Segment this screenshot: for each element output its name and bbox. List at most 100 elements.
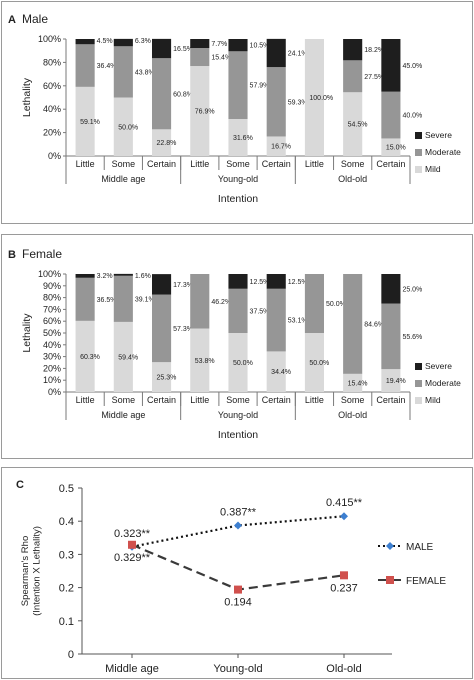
legend-swatch bbox=[415, 132, 422, 139]
bar-segment-mild bbox=[381, 138, 401, 156]
y-tick-label: 0% bbox=[48, 387, 61, 397]
bar-data-label: 84.6% bbox=[364, 321, 384, 328]
bar-data-label: 50.0% bbox=[118, 124, 138, 131]
bar-data-label: 34.4% bbox=[271, 369, 291, 376]
panel-b-frame bbox=[1, 234, 473, 459]
y-axis-title-line: Spearman's Rho bbox=[20, 536, 31, 606]
bar-segment-severe bbox=[343, 39, 363, 61]
bar-data-label: 16.7% bbox=[271, 144, 291, 151]
bar-segment-mild bbox=[190, 328, 210, 392]
bar-data-label: 55.6% bbox=[402, 334, 422, 341]
legend-swatch bbox=[415, 397, 422, 404]
group-label: Old-old bbox=[338, 174, 367, 184]
bar-data-label: 22.8% bbox=[157, 140, 177, 147]
bar-data-label: 15.0% bbox=[386, 145, 406, 152]
legend-label: Severe bbox=[425, 361, 452, 371]
y-axis-title: Spearman's Rho(Intention X Lethality) bbox=[20, 526, 42, 616]
legend-label: Mild bbox=[425, 395, 441, 405]
panel-c-letter: C bbox=[16, 479, 24, 491]
group-label: Young-old bbox=[218, 410, 258, 420]
y-tick-label: 0% bbox=[48, 151, 61, 161]
category-label: Little bbox=[190, 159, 209, 169]
bar-data-label: 19.4% bbox=[386, 378, 406, 385]
bar-segment-mild bbox=[113, 97, 133, 156]
y-axis-title: Lethality bbox=[21, 313, 33, 353]
bar-data-label: 31.6% bbox=[233, 135, 253, 142]
group-label: Young-old bbox=[218, 174, 258, 184]
bar-segment-severe bbox=[113, 273, 133, 276]
series-point-female bbox=[128, 540, 136, 549]
category-label: Some bbox=[341, 159, 365, 169]
bar-segment-mild bbox=[228, 333, 248, 392]
bar-data-label: 36.5% bbox=[97, 297, 117, 304]
panel-b-chart: 0% 10% 20%30% 40% 50% 60% 70%80% 90% 100% Lethali… bbox=[21, 269, 461, 441]
panel-c-chart: 0 0.1 0.2 0.3 0.4 0.5 Spearman's Rho(Intention… bbox=[20, 483, 446, 675]
series-point-male bbox=[340, 512, 348, 521]
x-tick-label: Middle age bbox=[105, 663, 159, 675]
y-tick-label: 20% bbox=[43, 128, 61, 138]
category-label: Certain bbox=[262, 395, 291, 405]
bar-segment-moderate bbox=[75, 277, 95, 321]
bar-data-label: 25.3% bbox=[157, 375, 177, 382]
category-label: Certain bbox=[147, 159, 176, 169]
bar-data-label: 37.5% bbox=[250, 308, 270, 315]
y-tick-label: 40% bbox=[43, 104, 61, 114]
bar-data-label: 100.0% bbox=[309, 95, 333, 102]
bar-segment-moderate bbox=[381, 91, 401, 139]
series-line-female bbox=[131, 543, 345, 591]
bar-data-label: 18.2% bbox=[364, 47, 384, 54]
bar-data-label: 12.5% bbox=[288, 279, 308, 286]
bar-data-label: 50.0% bbox=[233, 360, 253, 367]
category-label: Certain bbox=[147, 395, 176, 405]
legend-label: MALE bbox=[406, 542, 434, 553]
y-tick-label: 90% bbox=[43, 281, 61, 291]
legend-label: Severe bbox=[425, 130, 452, 140]
y-tick-label: 80% bbox=[43, 57, 61, 67]
y-axis-title: Lethality bbox=[21, 77, 33, 117]
group-label: Middle age bbox=[101, 174, 145, 184]
legend-marker bbox=[386, 542, 394, 550]
bar-segment-moderate bbox=[343, 274, 363, 374]
bar-segment-moderate bbox=[266, 288, 286, 352]
y-tick-label: 0.5 bbox=[59, 483, 74, 495]
x-tick-label: Old-old bbox=[326, 663, 361, 675]
bar-data-label: 46.2% bbox=[211, 299, 231, 306]
bar-data-label: 59.1% bbox=[80, 119, 100, 126]
bar-segment-mild bbox=[190, 66, 210, 156]
bar-data-label: 59.4% bbox=[118, 354, 138, 361]
bar-segment-mild bbox=[266, 351, 286, 392]
category-label: Some bbox=[226, 395, 250, 405]
bar-segment-mild bbox=[343, 92, 363, 156]
point-label: 0.415** bbox=[326, 497, 363, 509]
bar-data-label: 10.5% bbox=[250, 43, 270, 50]
category-label: Certain bbox=[376, 159, 405, 169]
bar-segment-mild bbox=[228, 119, 248, 156]
bar-segment-moderate bbox=[381, 303, 401, 370]
bar-segment-mild bbox=[152, 362, 172, 392]
bar-segment-moderate bbox=[228, 51, 248, 120]
panel-a-frame bbox=[1, 1, 473, 224]
bar-data-label: 24.1% bbox=[288, 50, 308, 57]
point-label: 0.237 bbox=[330, 582, 358, 594]
bar-data-label: 17.3% bbox=[173, 282, 193, 289]
bar-segment-moderate bbox=[266, 67, 286, 137]
bar-data-label: 50.0% bbox=[309, 360, 329, 367]
bar-segment-severe bbox=[152, 38, 172, 59]
y-tick-label: 0.2 bbox=[59, 583, 74, 595]
bar-data-label: 53.1% bbox=[288, 318, 308, 325]
y-tick-label: 20% bbox=[43, 363, 61, 373]
bar-segment-severe bbox=[113, 38, 133, 47]
legend-swatch bbox=[415, 149, 422, 156]
y-tick-label: 100% bbox=[38, 34, 61, 44]
bar-segment-moderate bbox=[190, 48, 210, 67]
category-label: Some bbox=[112, 159, 136, 169]
y-tick-label: 60% bbox=[43, 316, 61, 326]
point-label: 0.194 bbox=[224, 597, 252, 609]
y-tick-label: 40% bbox=[43, 340, 61, 350]
bar-segment-moderate bbox=[304, 274, 324, 333]
bar-data-label: 53.8% bbox=[195, 358, 215, 365]
bar-segment-mild bbox=[75, 320, 95, 392]
y-tick-label: 30% bbox=[43, 352, 61, 362]
category-label: Little bbox=[190, 395, 209, 405]
bar-data-label: 50.0% bbox=[326, 301, 346, 308]
